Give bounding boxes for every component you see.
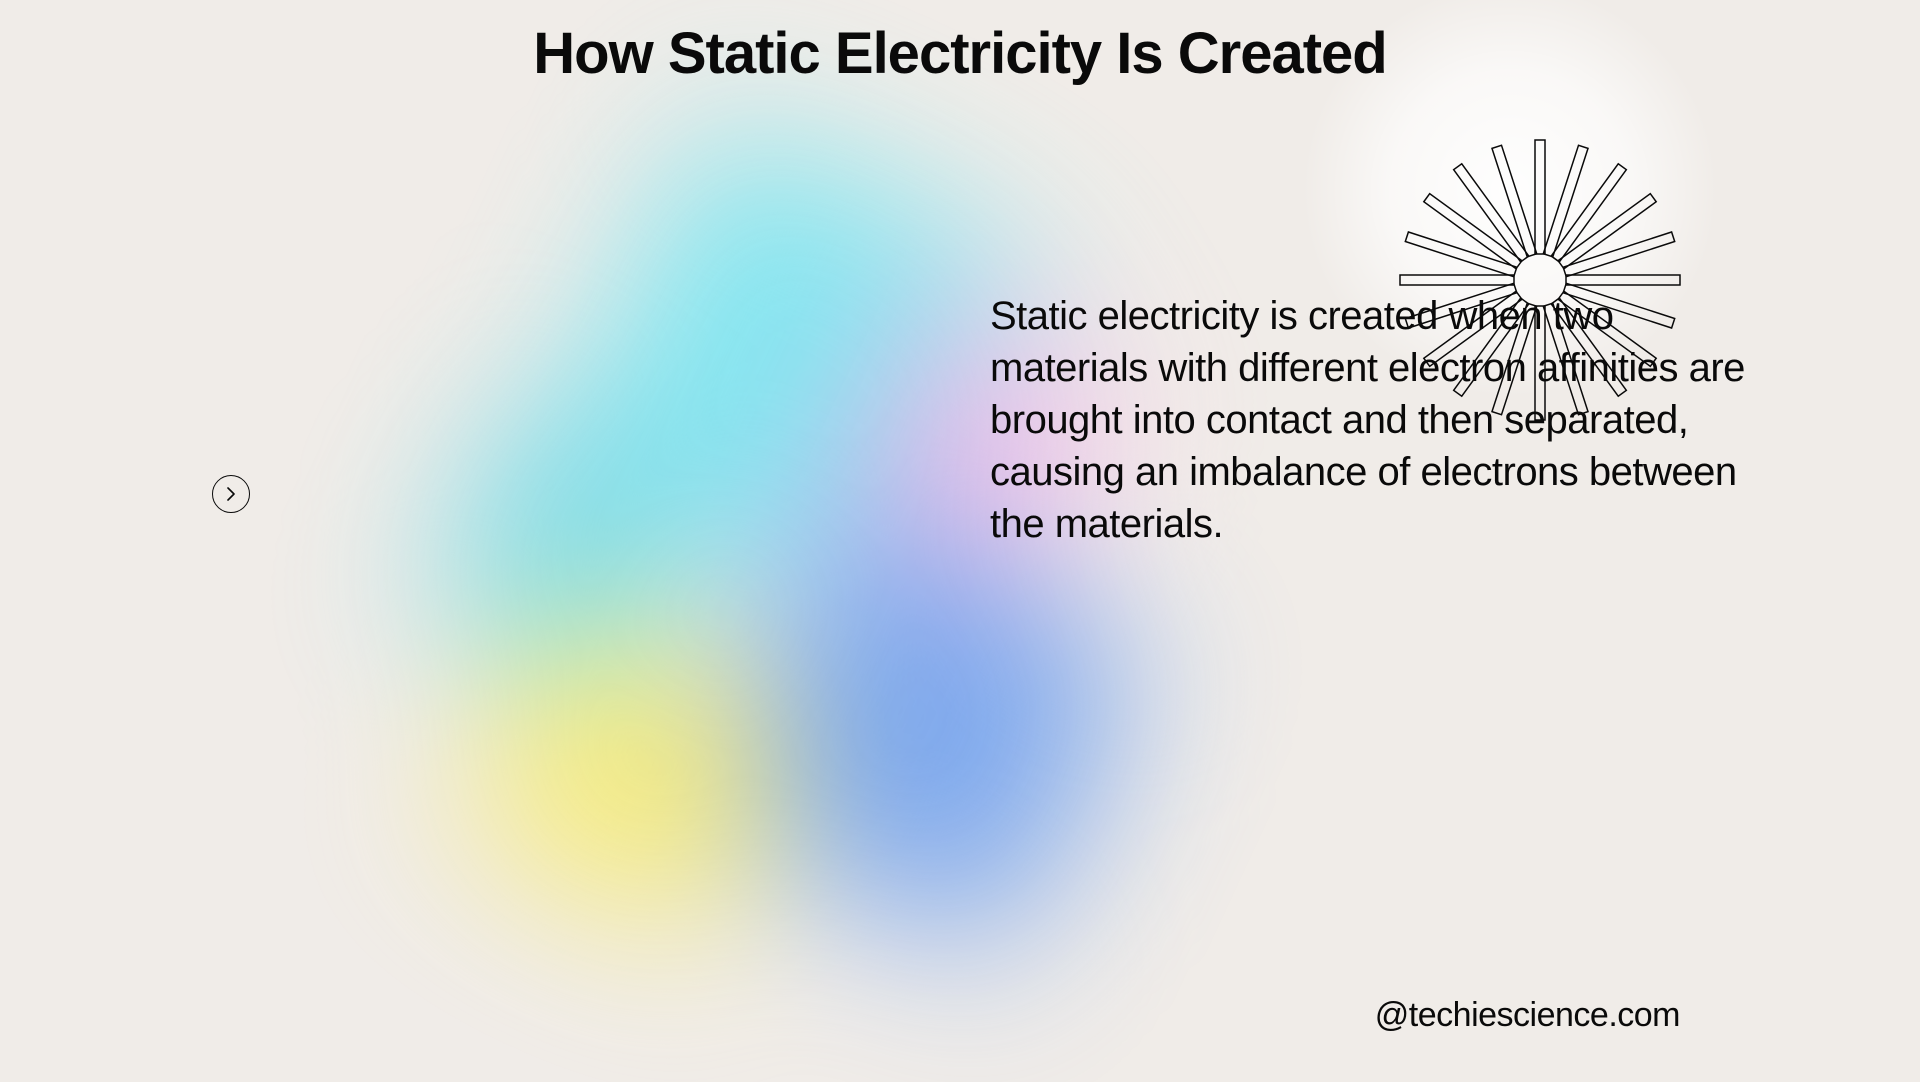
gradient-background-blob — [300, 100, 1400, 1000]
chevron-right-icon — [226, 487, 236, 501]
body-paragraph: Static electricity is created when two m… — [990, 290, 1770, 550]
page-title: How Static Electricity Is Created — [533, 20, 1386, 87]
next-button[interactable] — [212, 475, 250, 513]
attribution-text: @techiescience.com — [1375, 996, 1680, 1035]
